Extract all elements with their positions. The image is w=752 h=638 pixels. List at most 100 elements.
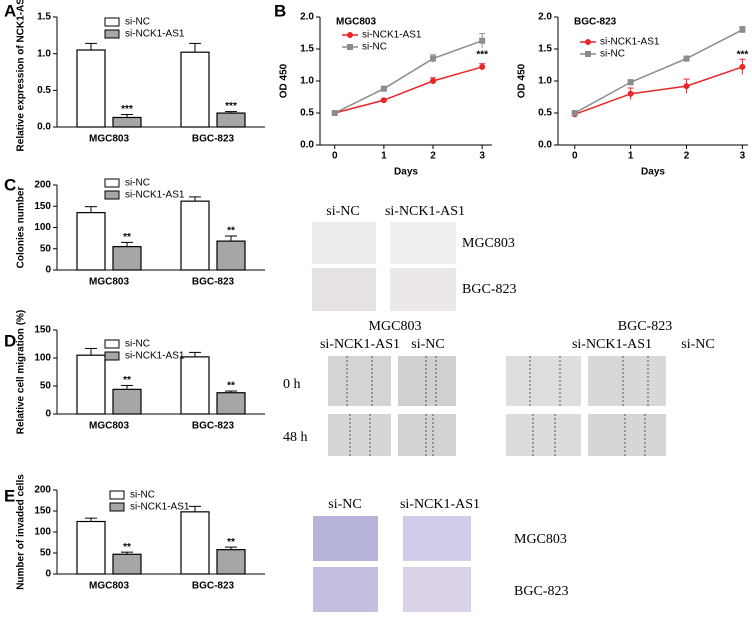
x-tick-label: 3	[479, 151, 485, 162]
y-tick-label: 100	[34, 222, 51, 233]
legend-marker	[347, 44, 353, 50]
point	[430, 78, 437, 84]
bar	[180, 51, 210, 128]
colony-image	[312, 268, 376, 311]
x-tick-label: MGC803	[89, 581, 129, 592]
y-tick-label: 100	[34, 353, 51, 364]
significance: ***	[476, 50, 488, 61]
colony-image	[312, 222, 376, 264]
chart-title: BGC-823	[574, 17, 617, 28]
point	[479, 63, 486, 70]
y-tick-label: 0.5	[300, 108, 314, 119]
legend-label: si-NC	[362, 42, 387, 53]
point	[683, 83, 690, 90]
x-tick-label: MGC803	[89, 134, 129, 145]
x-tick-label: BGC-823	[192, 581, 235, 592]
line	[574, 29, 743, 114]
legend-swatch	[104, 29, 120, 39]
y-tick-label: 1.0	[300, 76, 314, 87]
x-axis-label: Days	[641, 167, 665, 178]
image-column-label: si-NC	[328, 497, 361, 512]
point	[380, 97, 387, 104]
x-axis-label: Days	[394, 167, 418, 178]
panel-letter: D	[4, 331, 16, 350]
y-tick-label: 0.0	[37, 122, 51, 133]
bar	[76, 520, 106, 575]
bar	[112, 116, 142, 128]
point	[627, 90, 634, 97]
image-column-label: si-NC	[681, 337, 714, 352]
legend-label: si-NCK1-AS1	[125, 29, 185, 40]
y-axis-label: Relative expression of NCK1-AS1	[16, 0, 27, 151]
legend-swatch	[104, 339, 120, 349]
y-tick-label: 2.0	[538, 12, 552, 23]
legend-label: si-NC	[125, 178, 150, 189]
significance: **	[227, 537, 235, 548]
y-tick-label: 100	[34, 527, 51, 538]
panel-letters: A B C D E	[4, 1, 286, 505]
x-tick-label: 1	[628, 151, 634, 162]
scratch-image	[588, 356, 666, 406]
legend-label: si-NCK1-AS1	[362, 30, 422, 41]
legend-label: si-NC	[600, 49, 625, 60]
image-row-label: 48 h	[283, 430, 308, 445]
bar	[180, 356, 210, 415]
image-group-label: MGC803	[369, 319, 422, 334]
y-tick-label: 0	[45, 569, 51, 580]
legend-label: si-NCK1-AS1	[130, 502, 190, 513]
y-tick-label: 1.5	[37, 12, 51, 23]
x-tick-label: 1	[381, 151, 387, 162]
y-tick-label: 50	[40, 381, 52, 392]
scratch-edges	[346, 356, 649, 456]
legend-swatch	[109, 490, 125, 500]
y-axis-label: Relative cell migration (%)	[16, 310, 27, 434]
x-tick-label: MGC803	[89, 277, 129, 288]
x-tick-label: MGC803	[89, 421, 129, 432]
significance: **	[123, 542, 131, 553]
y-tick-label: 1.0	[37, 48, 51, 59]
scratch-image	[328, 414, 391, 456]
bar	[216, 392, 246, 415]
y-tick-label: 0	[45, 265, 51, 276]
image-row-label: 0 h	[283, 377, 301, 392]
x-tick-label: 2	[684, 151, 690, 162]
y-tick-label: 1.5	[538, 44, 552, 55]
y-tick-label: 150	[34, 506, 51, 517]
scratch-image	[398, 414, 456, 456]
bar	[112, 246, 142, 271]
legend-label: si-NCK1-AS1	[600, 37, 660, 48]
legend-swatch	[104, 351, 120, 361]
transwell-image	[403, 567, 471, 612]
legend-label: si-NC	[130, 490, 155, 501]
scratch-image	[328, 356, 391, 406]
x-tick-label: 0	[572, 151, 578, 162]
y-tick-label: 1.5	[300, 44, 314, 55]
significance: **	[123, 375, 131, 386]
panel-letter: B	[274, 1, 286, 20]
significance: **	[227, 381, 235, 392]
y-axis-label: OD 450	[517, 63, 528, 98]
bar	[76, 212, 106, 271]
invasion-images: si-NC si-NCK1-AS1 MGC803 BGC-823	[313, 497, 568, 612]
line	[334, 66, 483, 114]
point	[380, 85, 387, 92]
y-axis-label: OD 450	[279, 63, 290, 98]
point	[627, 79, 634, 86]
y-tick-label: 2.0	[300, 12, 314, 23]
transwell-image	[403, 516, 471, 561]
x-tick-label: 3	[740, 151, 746, 162]
significance: ***	[737, 50, 749, 61]
bar	[216, 240, 246, 271]
x-tick-label: BGC-823	[192, 134, 235, 145]
y-tick-label: 50	[40, 243, 52, 254]
point	[479, 37, 486, 44]
legend-swatch	[104, 17, 120, 27]
y-tick-label: 0.0	[538, 140, 552, 151]
scratch-image	[506, 356, 581, 406]
bar	[216, 112, 246, 128]
y-tick-label: 200	[34, 180, 51, 191]
image-column-label: si-NC	[326, 204, 359, 219]
x-tick-label: BGC-823	[192, 277, 235, 288]
image-row-label: BGC-823	[462, 282, 516, 297]
bar	[76, 49, 106, 128]
